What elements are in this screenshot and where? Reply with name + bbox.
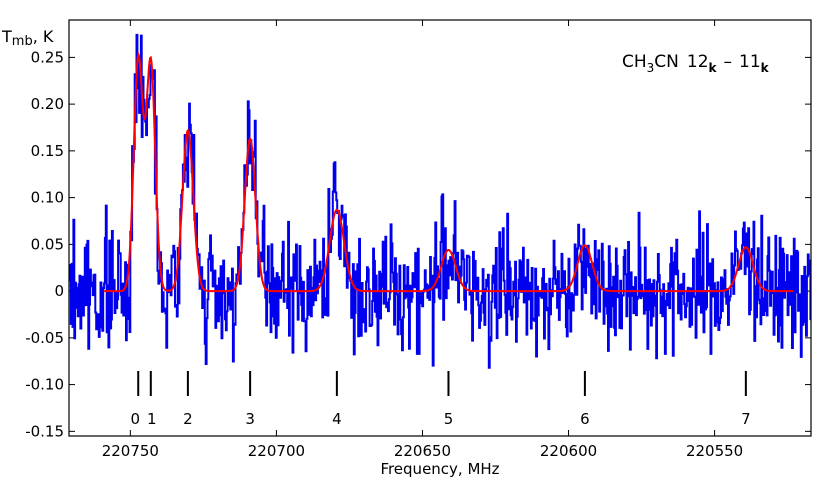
k-component-label: 6 — [580, 410, 590, 428]
x-tick-label: 220650 — [394, 442, 451, 460]
y-tick-label: 0.20 — [31, 95, 64, 113]
y-tick-label: 0.25 — [31, 48, 64, 66]
k-component-label: 2 — [183, 410, 193, 428]
axis-ticks: 0.25 0.20 0.15 0.10 0.05 0 -0.05 -0.10 -0.15 2207… — [25, 20, 811, 460]
x-tick-label: 220750 — [102, 442, 159, 460]
observed-spectrum-line — [69, 33, 811, 369]
transition-annotation: CH3CN 12k –11k — [622, 52, 770, 75]
plot-area — [69, 33, 811, 369]
y-tick-label: 0.10 — [31, 189, 64, 207]
x-tick-label: 220550 — [686, 442, 743, 460]
x-axis-label: Frequency, MHz — [380, 460, 499, 478]
x-tick-label: 220600 — [540, 442, 597, 460]
k-component-label: 5 — [444, 410, 454, 428]
k-component-label: 7 — [741, 410, 751, 428]
y-tick-label: -0.05 — [25, 329, 64, 347]
k-component-label: 0 — [130, 410, 140, 428]
y-tick-label: 0.15 — [31, 142, 64, 160]
y-tick-label: 0 — [54, 282, 64, 300]
y-axis-label: Tmb, K — [1, 27, 54, 49]
y-tick-label: -0.10 — [25, 376, 64, 394]
x-tick-label: 220700 — [248, 442, 305, 460]
plot-frame — [68, 19, 812, 437]
k-component-label: 1 — [147, 410, 157, 428]
k-component-label: 3 — [245, 410, 255, 428]
y-tick-label: -0.15 — [25, 422, 64, 440]
y-tick-label: 0.05 — [31, 235, 64, 253]
model-fit-line — [104, 51, 794, 293]
k-component-label: 4 — [332, 410, 342, 428]
